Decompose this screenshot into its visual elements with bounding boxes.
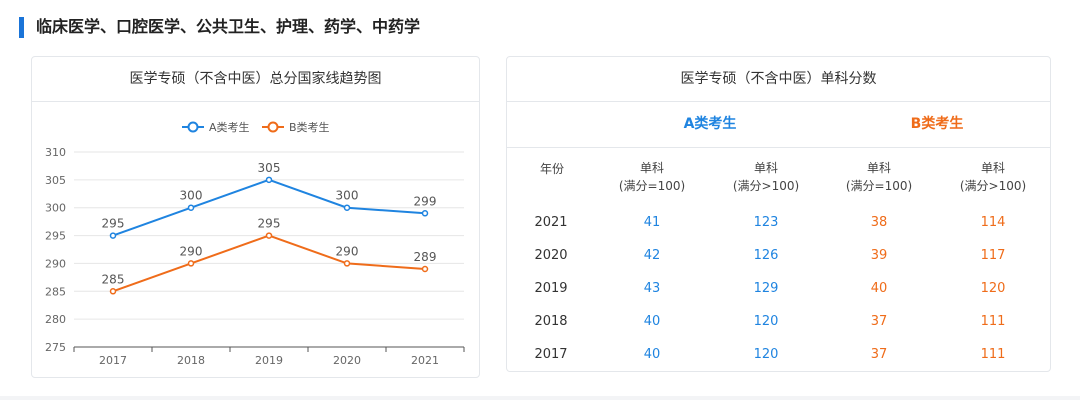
data-point — [265, 176, 273, 184]
col-header-line2: (满分=100) — [618, 179, 686, 193]
data-point — [187, 204, 195, 211]
col-header-line2: (满分>100) — [959, 179, 1027, 193]
data-point — [265, 232, 273, 239]
line-chart: 275 280 285 290 295 300 305 310 2017 2018 2019 2020… — [45, 120, 465, 367]
table-cell-score: 41 — [643, 215, 661, 230]
data-label: 295 — [102, 217, 125, 231]
y-tick-label: 295 — [45, 230, 66, 243]
section-accent-bar — [19, 17, 24, 38]
table-cell-score: 114 — [980, 215, 1006, 230]
table-cell-score: 120 — [753, 314, 779, 329]
section-title: 临床医学、口腔医学、公共卫生、护理、药学、中药学 — [36, 17, 421, 36]
x-tick-label: 2021 — [411, 354, 439, 367]
x-tick-label: 2019 — [255, 354, 283, 367]
table-cell-score: 126 — [753, 248, 779, 263]
y-tick-label: 290 — [45, 257, 66, 270]
col-header: 单科 (满分=100) — [597, 159, 707, 195]
group-b-header: B类考生 — [910, 116, 964, 132]
table-cell-score: 40 — [643, 347, 661, 362]
table-cell-year: 2021 — [534, 215, 568, 230]
table-cell-year: 2018 — [534, 314, 568, 329]
col-header-line2: (满分=100) — [845, 179, 913, 193]
table-cell-score: 129 — [753, 281, 779, 296]
table-cell-score: 111 — [980, 347, 1006, 362]
x-tick-label: 2020 — [333, 354, 361, 367]
data-label: 285 — [102, 272, 125, 286]
data-point — [187, 260, 195, 267]
x-tick-label: 2018 — [177, 354, 205, 367]
data-point — [421, 210, 429, 217]
table-cell-score: 43 — [643, 281, 661, 296]
y-tick-label: 310 — [45, 146, 66, 159]
data-label: 295 — [258, 217, 281, 231]
table-cell-year: 2017 — [534, 347, 568, 362]
data-label: 290 — [336, 244, 359, 258]
table-cell-score: 42 — [643, 248, 661, 263]
data-label: 300 — [180, 189, 203, 203]
table-cell-score: 111 — [980, 314, 1006, 329]
legend-swatch-marker — [267, 121, 279, 133]
col-header: 单科 (满分>100) — [938, 159, 1048, 195]
data-label: 289 — [414, 250, 437, 264]
y-tick-label: 280 — [45, 313, 66, 326]
table-cell-year: 2019 — [534, 281, 568, 296]
data-label: 300 — [336, 189, 359, 203]
y-tick-label: 300 — [45, 202, 66, 215]
table-cell-year: 2020 — [534, 248, 568, 263]
table-cell-score: 117 — [980, 248, 1006, 263]
data-point — [343, 260, 351, 267]
table-cell-score: 37 — [870, 314, 888, 329]
data-point — [421, 265, 429, 273]
col-header-line1: 单科 — [639, 161, 664, 175]
trend-chart-card: 医学专硕（不含中医）总分国家线趋势图 275 280 285 290 295 300 305… — [31, 56, 480, 378]
data-label: 305 — [258, 161, 281, 175]
group-a-header: A类考生 — [683, 116, 737, 132]
chart-title: 医学专硕（不含中医）总分国家线趋势图 — [32, 57, 479, 102]
col-header-line1: 单科 — [980, 161, 1005, 175]
table-cell-score: 37 — [870, 347, 888, 362]
col-header-line1: 单科 — [753, 161, 778, 175]
col-header-line2: (满分>100) — [732, 179, 800, 193]
table-title: 医学专硕（不含中医）单科分数 — [507, 57, 1050, 102]
legend-label: A类考生 — [209, 120, 250, 134]
data-label: 290 — [180, 244, 203, 258]
col-header-line1: 单科 — [866, 161, 891, 175]
table-cell-score: 123 — [753, 215, 779, 230]
col-header: 单科 (满分=100) — [824, 159, 934, 195]
data-label: 299 — [414, 194, 437, 208]
legend-label: B类考生 — [289, 120, 330, 134]
y-tick-label: 275 — [45, 341, 66, 354]
table-cell-score: 40 — [643, 314, 661, 329]
data-point — [109, 288, 117, 295]
data-point — [109, 232, 117, 239]
data-point — [343, 204, 351, 211]
table-cell-score: 120 — [753, 347, 779, 362]
table-cell-score: 40 — [870, 281, 888, 296]
table-cell-score: 39 — [870, 248, 888, 263]
table-cell-score: 120 — [980, 281, 1006, 296]
score-table-card: 医学专硕（不含中医）单科分数 A类考生 B类考生 年份 单科 (满分=100) 单科… — [506, 56, 1051, 372]
y-tick-label: 305 — [45, 174, 66, 187]
legend-swatch-marker — [187, 121, 199, 133]
y-tick-label: 285 — [45, 285, 66, 298]
group-header-row: A类考生 B类考生 — [507, 101, 1050, 148]
col-header: 单科 (满分>100) — [711, 159, 821, 195]
x-tick-label: 2017 — [99, 354, 127, 367]
col-header-year: 年份 — [539, 162, 564, 176]
table-cell-score: 38 — [870, 215, 888, 230]
